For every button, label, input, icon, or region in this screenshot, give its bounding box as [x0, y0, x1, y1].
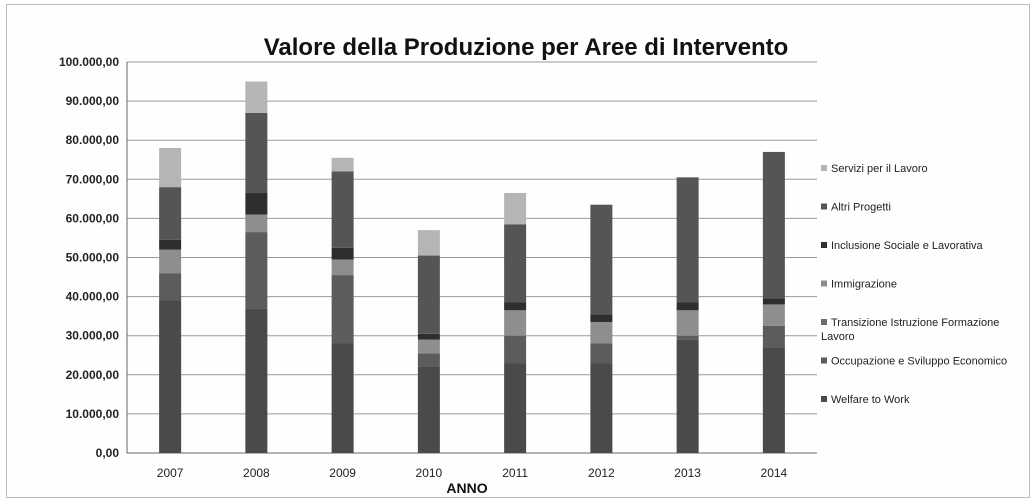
- bar-segment: [159, 273, 182, 301]
- bar-segment: [159, 148, 182, 188]
- y-tick-label: 100.000,00: [59, 55, 119, 69]
- bar-segment: [762, 304, 785, 326]
- x-tick-label: 2007: [157, 466, 184, 480]
- bar-segment: [159, 187, 182, 240]
- legend-entry: Transizione Istruzione Formazione Lavoro: [821, 317, 999, 343]
- bar-segment: [159, 300, 182, 453]
- bar-segment: [331, 275, 354, 344]
- legend-entry: Immigrazione: [831, 279, 897, 291]
- y-tick-label: 10.000,00: [66, 407, 120, 421]
- bar-segment: [590, 204, 613, 315]
- bar-segment: [504, 363, 527, 453]
- legend-swatch: [821, 396, 827, 402]
- y-axis-ticks: 0,00 10.000,00 20.000,00 30.000,00 40.000,00…: [59, 55, 119, 460]
- bar-segment: [676, 302, 699, 311]
- bar-segment: [762, 298, 785, 305]
- legend-swatch: [821, 280, 827, 287]
- bar-segment: [159, 249, 182, 274]
- bar-segment: [331, 171, 354, 248]
- y-tick-label: 30.000,00: [66, 329, 120, 343]
- y-tick-label: 80.000,00: [66, 133, 120, 147]
- x-tick-label: 2008: [243, 466, 270, 480]
- chart-frame: Valore della Produzione per Aree di Inte…: [6, 4, 1030, 498]
- bars: [159, 81, 785, 453]
- bar-segment: [331, 343, 354, 453]
- legend: Servizi per il Lavoro Altri Progetti Inclu…: [821, 163, 1007, 406]
- bar-segment: [245, 232, 268, 309]
- x-tick-label: 2012: [588, 466, 615, 480]
- legend-entry: Inclusione Sociale e Lavorativa: [831, 240, 984, 252]
- bar-segment: [676, 310, 699, 336]
- x-tick-label: 2009: [329, 466, 356, 480]
- bar-segment: [331, 259, 354, 276]
- chart-title: Valore della Produzione per Aree di Inte…: [264, 34, 789, 61]
- bar-segment: [245, 308, 268, 453]
- x-tick-label: 2013: [674, 466, 701, 480]
- bar-segment: [417, 255, 440, 334]
- legend-swatch: [821, 357, 827, 364]
- bar-segment: [417, 333, 440, 340]
- bar-segment: [417, 366, 440, 453]
- legend-entry: Servizi per il Lavoro: [831, 163, 928, 175]
- legend-entry: Occupazione e Sviluppo Economico: [831, 356, 1007, 368]
- y-tick-label: 40.000,00: [66, 290, 120, 304]
- bar-segment: [504, 302, 527, 311]
- y-tick-label: 90.000,00: [66, 94, 120, 108]
- bar-segment: [676, 339, 699, 453]
- bar-segment: [417, 339, 440, 354]
- bar-segment: [417, 353, 440, 367]
- bar-segment: [504, 192, 527, 225]
- legend-swatch: [821, 242, 827, 248]
- bar-segment: [762, 325, 785, 348]
- x-axis-ticks: 2007 2008 2009 2010 2011 2012 2013 2014: [157, 466, 788, 480]
- x-tick-label: 2011: [502, 466, 528, 480]
- y-tick-label: 0,00: [96, 446, 120, 460]
- x-tick-label: 2010: [416, 466, 443, 480]
- bar-segment: [676, 335, 699, 340]
- legend-entry: Welfare to Work: [831, 394, 910, 406]
- bar-segment: [245, 112, 268, 193]
- y-tick-label: 70.000,00: [66, 172, 120, 186]
- y-tick-label: 60.000,00: [66, 211, 120, 225]
- gridlines: [126, 61, 817, 454]
- bar-segment: [590, 322, 613, 344]
- bar-segment: [245, 81, 268, 113]
- x-tick-label: 2014: [761, 466, 788, 480]
- bar-segment: [417, 230, 440, 256]
- legend-swatch: [821, 165, 827, 171]
- bar-segment: [676, 177, 699, 303]
- legend-swatch: [821, 203, 827, 210]
- bar-segment: [331, 157, 354, 172]
- bar-segment: [504, 310, 527, 336]
- y-tick-label: 20.000,00: [66, 368, 120, 382]
- bar-segment: [245, 192, 268, 215]
- bar-segment: [504, 335, 527, 364]
- legend-swatch: [821, 319, 827, 325]
- bar-segment: [762, 347, 785, 453]
- bar-segment: [590, 343, 613, 364]
- legend-entry: Altri Progetti: [831, 202, 891, 214]
- bar-segment: [590, 363, 613, 453]
- y-tick-label: 50.000,00: [66, 251, 120, 265]
- x-axis-label: ANNO: [446, 480, 487, 496]
- bar-segment: [159, 239, 182, 250]
- bar-segment: [762, 151, 785, 299]
- bar-segment: [245, 214, 268, 233]
- stacked-bar-chart: Valore della Produzione per Aree di Inte…: [59, 34, 1007, 496]
- bar-segment: [504, 224, 527, 303]
- bar-segment: [331, 247, 354, 260]
- bar-segment: [590, 314, 613, 323]
